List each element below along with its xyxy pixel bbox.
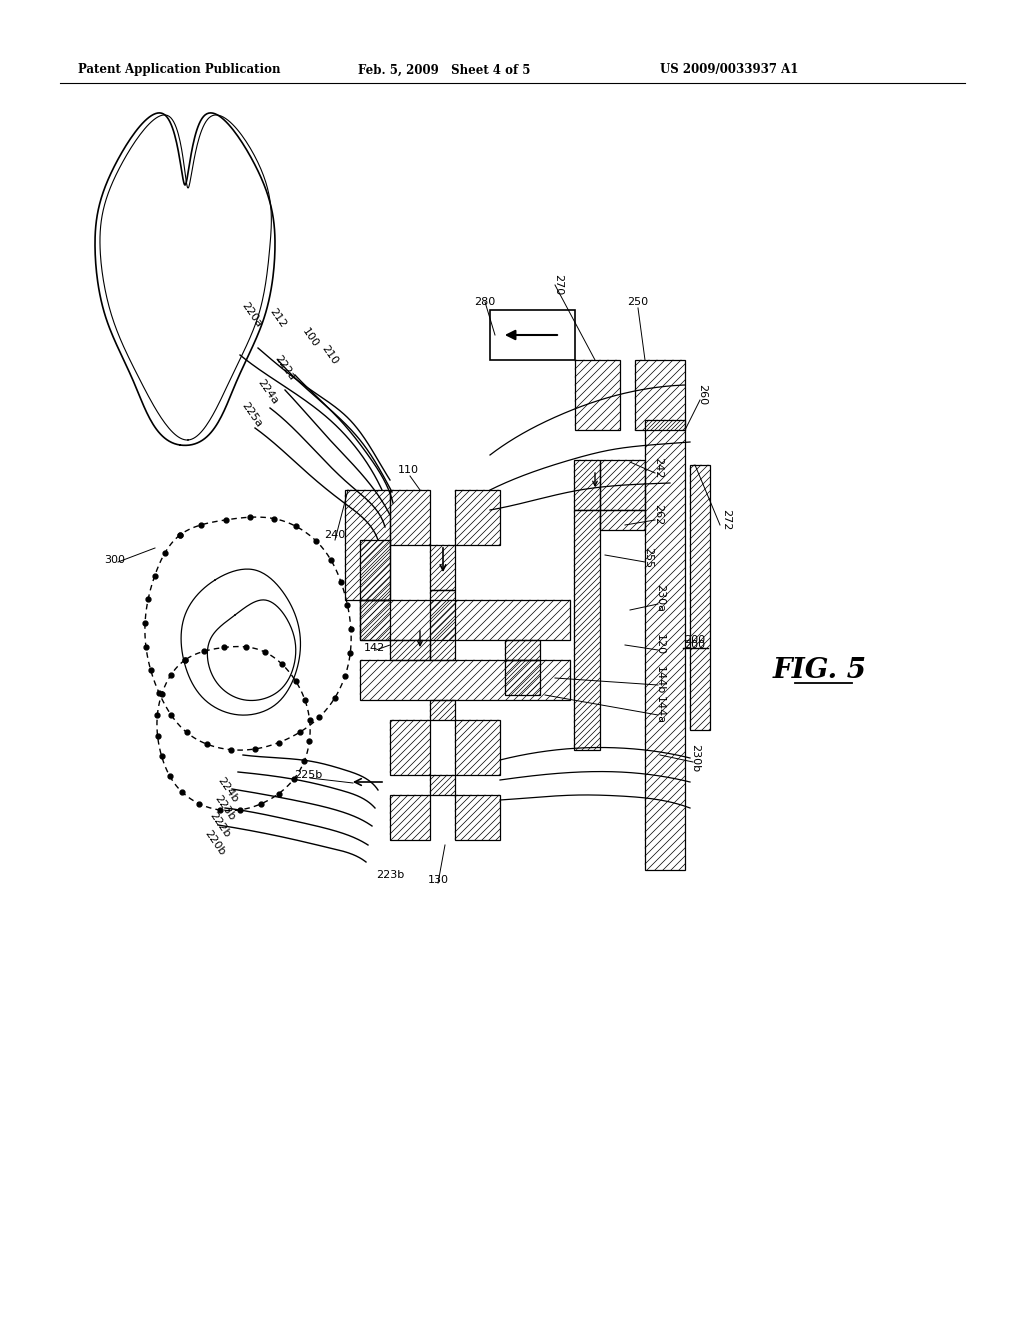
Text: 200: 200 xyxy=(684,635,706,645)
Text: 220b: 220b xyxy=(203,829,227,858)
Bar xyxy=(645,420,685,870)
Text: 222b: 222b xyxy=(208,810,232,840)
Bar xyxy=(574,459,600,510)
Text: 130: 130 xyxy=(427,875,449,884)
Bar xyxy=(430,775,455,795)
Text: 222a: 222a xyxy=(272,354,297,383)
Bar xyxy=(490,310,575,360)
Text: 223b: 223b xyxy=(376,870,404,880)
Bar xyxy=(600,510,645,531)
Bar xyxy=(690,465,710,730)
Bar xyxy=(430,700,455,719)
Bar xyxy=(345,490,390,601)
Bar xyxy=(430,590,455,660)
Text: 272: 272 xyxy=(721,510,731,531)
Bar xyxy=(455,490,500,545)
Bar xyxy=(360,660,570,700)
Text: 225a: 225a xyxy=(240,400,264,429)
Text: 100: 100 xyxy=(300,326,321,350)
Bar xyxy=(575,360,620,430)
Text: 270: 270 xyxy=(553,275,563,296)
Text: 300: 300 xyxy=(104,554,126,565)
Text: 224b: 224b xyxy=(216,776,241,804)
Bar xyxy=(390,795,430,840)
Text: 255: 255 xyxy=(643,548,653,569)
Text: FIG. 5: FIG. 5 xyxy=(773,656,867,684)
Bar xyxy=(390,640,430,660)
Text: 280: 280 xyxy=(474,297,496,308)
Text: 240: 240 xyxy=(325,531,346,540)
Text: 142: 142 xyxy=(364,643,385,653)
Bar xyxy=(600,459,645,510)
Text: 200: 200 xyxy=(684,640,706,649)
Text: Patent Application Publication: Patent Application Publication xyxy=(78,63,281,77)
Bar xyxy=(360,601,570,640)
Text: 242: 242 xyxy=(653,457,663,479)
Text: 144a: 144a xyxy=(655,696,665,725)
Text: 144b: 144b xyxy=(655,665,665,694)
Text: 210: 210 xyxy=(319,343,340,367)
Text: 250: 250 xyxy=(628,297,648,308)
Text: 230b: 230b xyxy=(690,744,700,772)
Bar xyxy=(390,490,430,545)
Bar xyxy=(455,719,500,775)
Text: 120: 120 xyxy=(655,635,665,656)
Bar xyxy=(505,660,540,696)
Text: Feb. 5, 2009   Sheet 4 of 5: Feb. 5, 2009 Sheet 4 of 5 xyxy=(358,63,530,77)
Text: 220a: 220a xyxy=(240,301,264,330)
Bar xyxy=(574,510,600,750)
Bar xyxy=(505,640,540,660)
Text: US 2009/0033937 A1: US 2009/0033937 A1 xyxy=(660,63,799,77)
Bar xyxy=(635,360,685,430)
Bar xyxy=(430,545,455,590)
Text: 225b: 225b xyxy=(294,770,323,780)
Text: 223b: 223b xyxy=(213,793,238,822)
Bar xyxy=(455,795,500,840)
Bar xyxy=(360,540,390,601)
Text: 230a: 230a xyxy=(655,583,665,612)
Text: 262: 262 xyxy=(653,504,663,525)
Text: 212: 212 xyxy=(268,306,288,330)
Text: 224a: 224a xyxy=(256,378,281,407)
Bar xyxy=(390,719,430,775)
Bar xyxy=(360,601,390,640)
Text: 110: 110 xyxy=(397,465,419,475)
Text: 260: 260 xyxy=(697,384,707,405)
